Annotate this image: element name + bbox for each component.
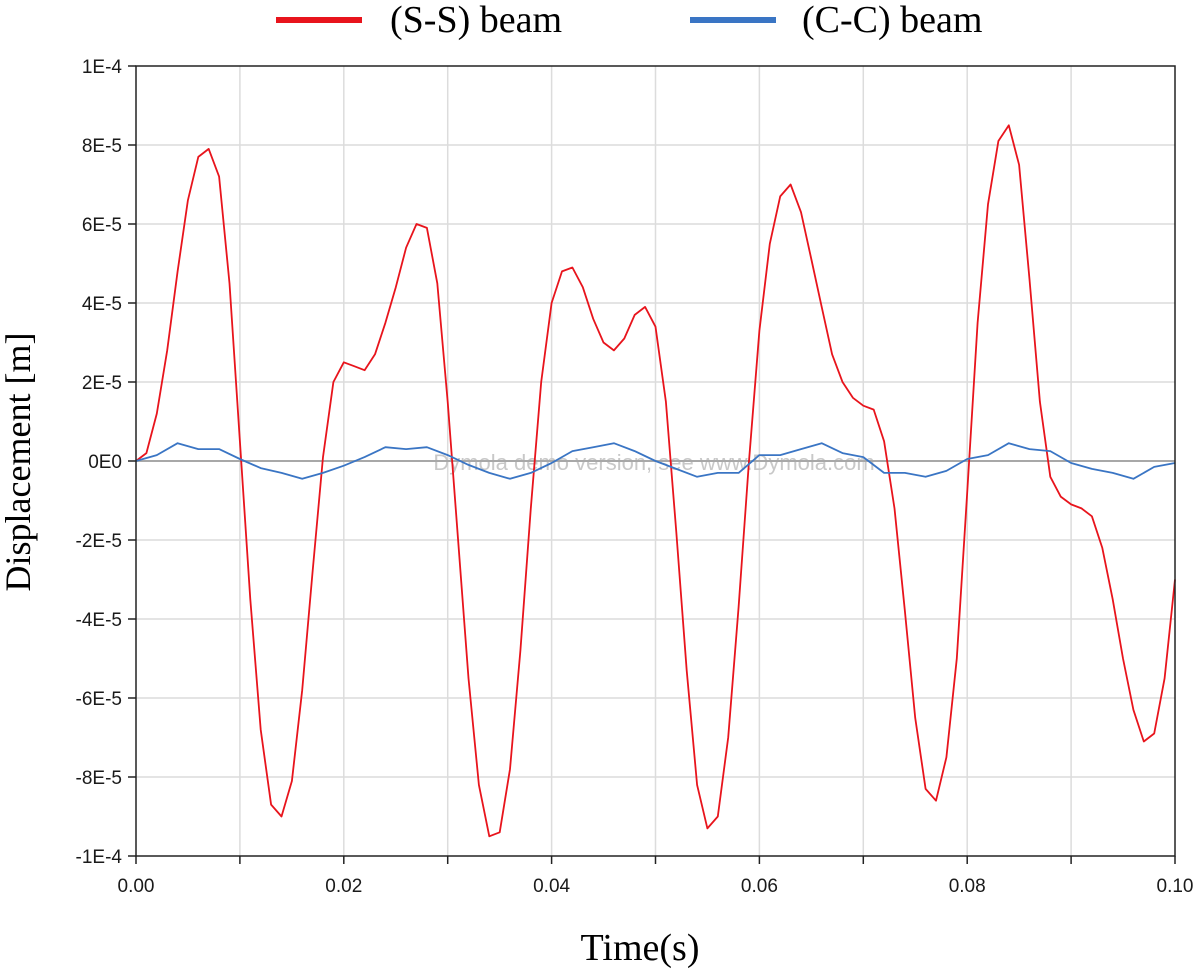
series-line-ss-beam <box>135 124 1176 838</box>
x-tick-label: 0.06 <box>741 876 778 897</box>
y-axis-title: Displacement [m] <box>0 333 38 592</box>
legend-label-cc: (C-C) beam <box>802 0 982 41</box>
y-tick-label: -2E-5 <box>76 531 122 552</box>
y-tick-label: 4E-5 <box>82 294 122 315</box>
series-lines <box>135 124 1176 838</box>
y-tick-label: 6E-5 <box>82 215 122 236</box>
x-axis-title: Time(s) <box>581 927 700 969</box>
x-tick-label: 0.08 <box>949 876 986 897</box>
grid <box>136 66 1175 856</box>
x-axis-ticks: 0.00 0.02 0.04 0.06 0.08 0.10 <box>118 856 1194 897</box>
y-tick-label: -6E-5 <box>76 689 122 710</box>
watermark: Dymola demo version, see www.Dymola.com <box>433 450 874 475</box>
y-tick-label: 2E-5 <box>82 373 122 394</box>
y-tick-label: 0E0 <box>88 452 122 473</box>
legend: (S-S) beam (C-C) beam <box>276 0 982 41</box>
x-tick-label: 0.02 <box>325 876 362 897</box>
y-tick-label: -4E-5 <box>76 610 122 631</box>
x-tick-label: 0.04 <box>533 876 570 897</box>
x-tick-label: 0.10 <box>1157 876 1194 897</box>
y-axis-ticks: 1E-4 8E-5 6E-5 4E-5 2E-5 0E0 -2E-5 -4E-5 -6E-5 -8… <box>76 57 136 868</box>
y-tick-label: -8E-5 <box>76 768 122 789</box>
y-tick-label: 1E-4 <box>82 57 123 78</box>
series-line-cc-beam <box>135 442 1176 480</box>
y-tick-label: 8E-5 <box>82 136 122 157</box>
y-tick-label: -1E-4 <box>76 847 123 868</box>
x-tick-label: 0.00 <box>118 876 155 897</box>
legend-label-ss: (S-S) beam <box>390 0 562 41</box>
